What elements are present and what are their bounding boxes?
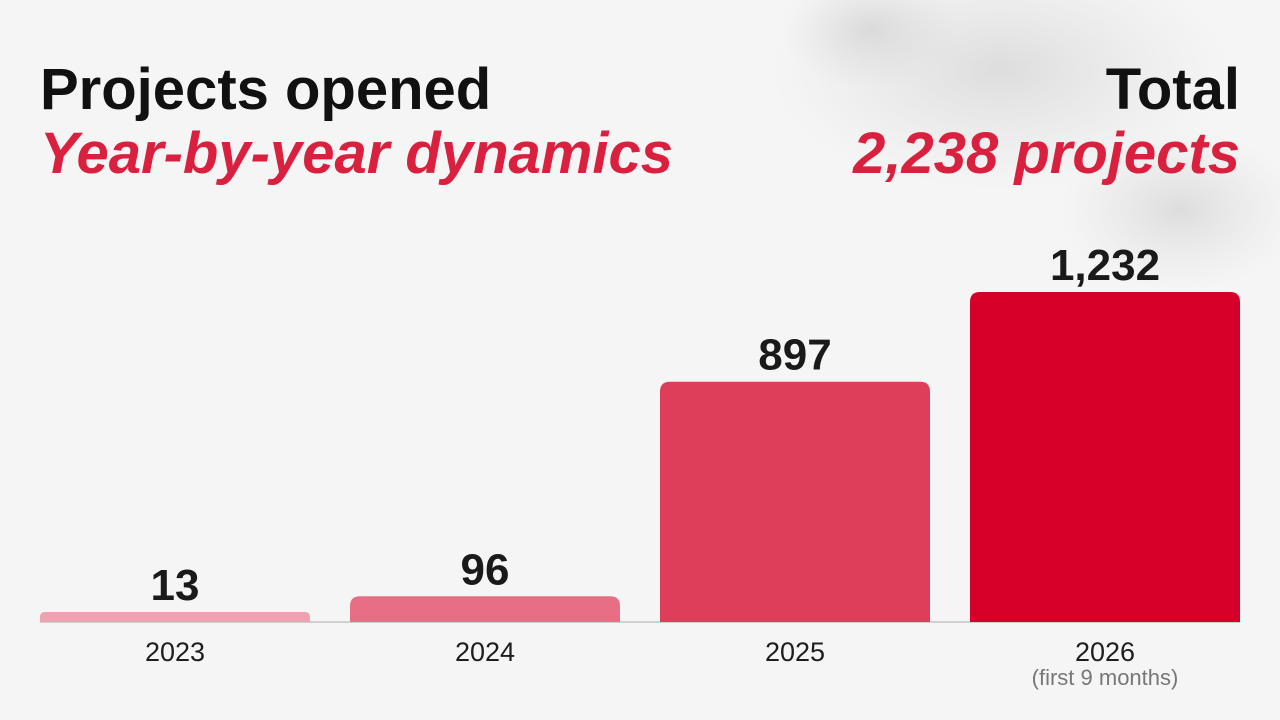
value-label-2024: 96 xyxy=(461,545,510,594)
value-label-2023: 13 xyxy=(151,561,200,610)
total-label: Total xyxy=(1105,57,1240,122)
category-label-2025: 2025 xyxy=(765,637,825,667)
bars-group: 13 2023 96 2024 897 2025 1,232 2026(first 9 mon… xyxy=(40,241,1240,690)
total-value: 2,238 projects xyxy=(853,121,1240,186)
category-label-2026: 2026 xyxy=(1075,637,1135,667)
category-label-2024: 2024 xyxy=(455,637,515,667)
value-label-2026: 1,232 xyxy=(1050,241,1160,290)
bar-2026 xyxy=(970,292,1240,622)
value-label-2025: 897 xyxy=(758,331,831,380)
bar-2023 xyxy=(40,612,310,622)
bar-2024 xyxy=(350,596,620,622)
title-block: Projects opened Year-by-year dynamics xyxy=(40,58,673,186)
total-block: Total 2,238 projects xyxy=(853,58,1240,186)
chart-subtitle: Year-by-year dynamics xyxy=(40,121,673,186)
chart-title: Projects opened xyxy=(40,57,492,122)
category-note-2026: (first 9 months) xyxy=(1032,665,1179,690)
category-label-2023: 2023 xyxy=(145,637,205,667)
bar-2025 xyxy=(660,381,930,622)
